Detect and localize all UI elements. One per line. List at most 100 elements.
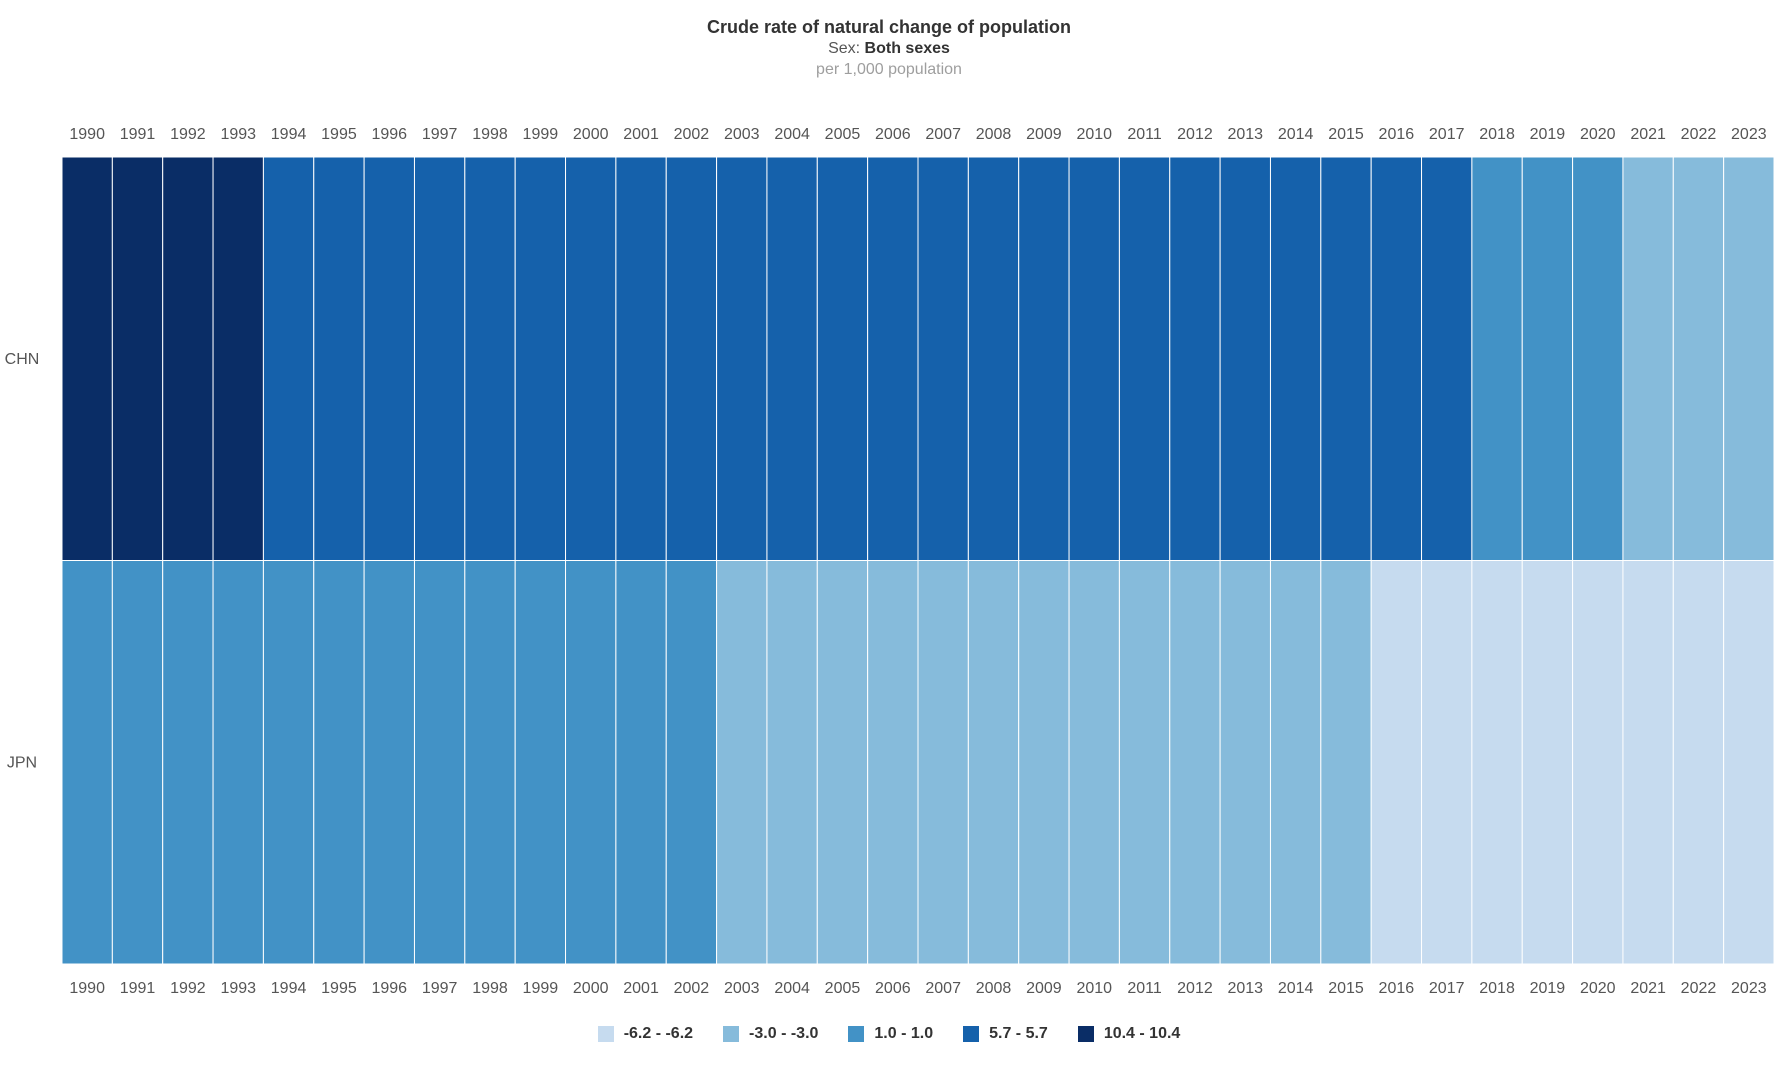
heatmap-cell-jpn-2014[interactable] bbox=[1269, 560, 1322, 965]
heatmap-cell-jpn-2022[interactable] bbox=[1672, 560, 1725, 965]
x-tick-label-bottom-2019: 2019 bbox=[1530, 980, 1566, 997]
heatmap-cell-chn-2016[interactable] bbox=[1370, 156, 1423, 561]
heatmap-cell-chn-2013[interactable] bbox=[1219, 156, 1271, 561]
heatmap-cell-jpn-1992[interactable] bbox=[162, 560, 214, 965]
heatmap-cell-jpn-2013[interactable] bbox=[1219, 560, 1271, 965]
x-tick-label-bottom-1990: 1990 bbox=[69, 980, 105, 997]
heatmap-cell-jpn-2010[interactable] bbox=[1068, 560, 1120, 965]
heatmap-cell-chn-2021[interactable] bbox=[1622, 156, 1674, 561]
x-tick-label-top-2011: 2011 bbox=[1127, 126, 1162, 143]
heatmap-cell-chn-2010[interactable] bbox=[1068, 156, 1120, 561]
heatmap-cell-chn-1997[interactable] bbox=[413, 156, 466, 561]
heatmap-cell-jpn-2011[interactable] bbox=[1118, 560, 1171, 965]
heatmap-cell-chn-1995[interactable] bbox=[313, 156, 365, 561]
heatmap-cell-chn-1999[interactable] bbox=[514, 156, 567, 561]
heatmap-cell-jpn-2015[interactable] bbox=[1320, 560, 1372, 965]
heatmap-cell-chn-2012[interactable] bbox=[1169, 156, 1221, 561]
heatmap-cell-jpn-2000[interactable] bbox=[565, 560, 617, 965]
x-tick-label-bottom-2000: 2000 bbox=[573, 980, 609, 997]
heatmap-chart: CHN JPN 1990 1991 1992 1993 1994 1995 1996 1997 19… bbox=[5, 126, 1775, 997]
heatmap-cell-chn-2019[interactable] bbox=[1521, 156, 1574, 561]
heatmap-cell-chn-2018[interactable] bbox=[1471, 156, 1523, 561]
x-tick-label-bottom-2016: 2016 bbox=[1379, 980, 1415, 997]
heatmap-cell-chn-1994[interactable] bbox=[262, 156, 315, 561]
heatmap-cell-jpn-2020[interactable] bbox=[1572, 560, 1624, 965]
heatmap-cell-chn-1993[interactable] bbox=[212, 156, 264, 561]
x-tick-label-bottom-1999: 1999 bbox=[523, 980, 559, 997]
x-tick-label-bottom-2010: 2010 bbox=[1076, 980, 1112, 997]
heatmap-cell-jpn-2021[interactable] bbox=[1622, 560, 1674, 965]
heatmap-cell-jpn-2006[interactable] bbox=[867, 560, 919, 965]
x-tick-label-top-1990: 1990 bbox=[69, 126, 105, 143]
heatmap-cell-jpn-2018[interactable] bbox=[1471, 560, 1523, 965]
x-tick-label-top-2016: 2016 bbox=[1379, 126, 1415, 143]
heatmap-cell-jpn-2023[interactable] bbox=[1723, 560, 1775, 965]
legend-label: 5.7 - 5.7 bbox=[989, 1025, 1048, 1042]
heatmap-cell-jpn-2016[interactable] bbox=[1370, 560, 1423, 965]
x-tick-label-bottom-2002: 2002 bbox=[674, 980, 710, 997]
x-tick-label-bottom-2009: 2009 bbox=[1026, 980, 1062, 997]
heatmap-cell-chn-2015[interactable] bbox=[1320, 156, 1372, 561]
heatmap-cell-jpn-1998[interactable] bbox=[464, 560, 516, 965]
x-tick-label-bottom-1996: 1996 bbox=[371, 980, 407, 997]
legend-item[interactable]: 1.0 - 1.0 bbox=[848, 1025, 933, 1043]
heatmap-cell-jpn-2009[interactable] bbox=[1018, 560, 1070, 965]
heatmap-cell-jpn-2004[interactable] bbox=[766, 560, 818, 965]
legend-item[interactable]: 10.4 - 10.4 bbox=[1077, 1025, 1181, 1043]
y-tick-label-jpn: JPN bbox=[7, 754, 37, 771]
heatmap-cell-chn-1996[interactable] bbox=[363, 156, 415, 561]
x-tick-label-bottom-1994: 1994 bbox=[271, 980, 307, 997]
heatmap-cell-jpn-1994[interactable] bbox=[262, 560, 315, 965]
heatmap-cell-chn-2017[interactable] bbox=[1421, 156, 1473, 561]
heatmap-cell-chn-2009[interactable] bbox=[1018, 156, 1070, 561]
legend-item[interactable]: -6.2 - -6.2 bbox=[597, 1025, 693, 1043]
x-tick-label-bottom-2008: 2008 bbox=[976, 980, 1012, 997]
heatmap-cell-jpn-2019[interactable] bbox=[1521, 560, 1574, 965]
x-tick-label-top-1994: 1994 bbox=[271, 126, 307, 143]
heatmap-cell-chn-2002[interactable] bbox=[665, 156, 718, 561]
heatmap-cell-jpn-1991[interactable] bbox=[111, 560, 164, 965]
heatmap-cell-chn-2011[interactable] bbox=[1118, 156, 1171, 561]
heatmap-cell-jpn-1990[interactable] bbox=[61, 560, 113, 965]
legend-item[interactable]: -3.0 - -3.0 bbox=[723, 1025, 818, 1043]
x-tick-label-bottom-1992: 1992 bbox=[170, 980, 206, 997]
heatmap-cell-jpn-2007[interactable] bbox=[917, 560, 969, 965]
heatmap-cell-jpn-2003[interactable] bbox=[716, 560, 768, 965]
heatmap-cell-chn-2001[interactable] bbox=[615, 156, 667, 561]
legend-item[interactable]: 5.7 - 5.7 bbox=[963, 1025, 1048, 1043]
x-tick-label-top-1999: 1999 bbox=[523, 126, 559, 143]
heatmap-cell-jpn-2017[interactable] bbox=[1421, 560, 1473, 965]
heatmap-cell-chn-2008[interactable] bbox=[967, 156, 1020, 561]
heatmap-cell-chn-2005[interactable] bbox=[816, 156, 869, 561]
heatmap-cell-chn-2006[interactable] bbox=[867, 156, 919, 561]
legend-label: 10.4 - 10.4 bbox=[1103, 1025, 1181, 1042]
heatmap-cell-chn-1991[interactable] bbox=[111, 156, 164, 561]
heatmap-cell-chn-2003[interactable] bbox=[716, 156, 768, 561]
heatmap-cell-chn-2022[interactable] bbox=[1672, 156, 1725, 561]
heatmap-cell-jpn-1996[interactable] bbox=[363, 560, 415, 965]
heatmap-cell-jpn-1993[interactable] bbox=[212, 560, 264, 965]
x-tick-label-bottom-2007: 2007 bbox=[925, 980, 961, 997]
x-tick-label-top-2023: 2023 bbox=[1731, 126, 1767, 143]
heatmap-cell-chn-2004[interactable] bbox=[766, 156, 818, 561]
heatmap-cell-jpn-2005[interactable] bbox=[816, 560, 869, 965]
heatmap-cell-chn-1990[interactable] bbox=[61, 156, 113, 561]
heatmap-cell-chn-2000[interactable] bbox=[565, 156, 617, 561]
heatmap-cell-jpn-1999[interactable] bbox=[514, 560, 567, 965]
heatmap-cell-jpn-2012[interactable] bbox=[1169, 560, 1221, 965]
heatmap-cell-chn-2023[interactable] bbox=[1723, 156, 1775, 561]
x-tick-label-top-1996: 1996 bbox=[371, 126, 407, 143]
x-tick-label-top-2017: 2017 bbox=[1429, 126, 1465, 143]
heatmap-cell-chn-2007[interactable] bbox=[917, 156, 969, 561]
heatmap-cell-chn-2020[interactable] bbox=[1572, 156, 1624, 561]
heatmap-cell-chn-2014[interactable] bbox=[1269, 156, 1322, 561]
heatmap-cell-jpn-1995[interactable] bbox=[313, 560, 365, 965]
heatmap-cell-chn-1992[interactable] bbox=[162, 156, 214, 561]
heatmap-cell-chn-1998[interactable] bbox=[464, 156, 516, 561]
x-tick-label-bottom-2014: 2014 bbox=[1278, 980, 1314, 997]
y-tick-label-chn: CHN bbox=[5, 351, 40, 368]
heatmap-cell-jpn-2008[interactable] bbox=[967, 560, 1020, 965]
heatmap-cell-jpn-1997[interactable] bbox=[413, 560, 466, 965]
heatmap-cell-jpn-2001[interactable] bbox=[615, 560, 667, 965]
heatmap-cell-jpn-2002[interactable] bbox=[665, 560, 718, 965]
